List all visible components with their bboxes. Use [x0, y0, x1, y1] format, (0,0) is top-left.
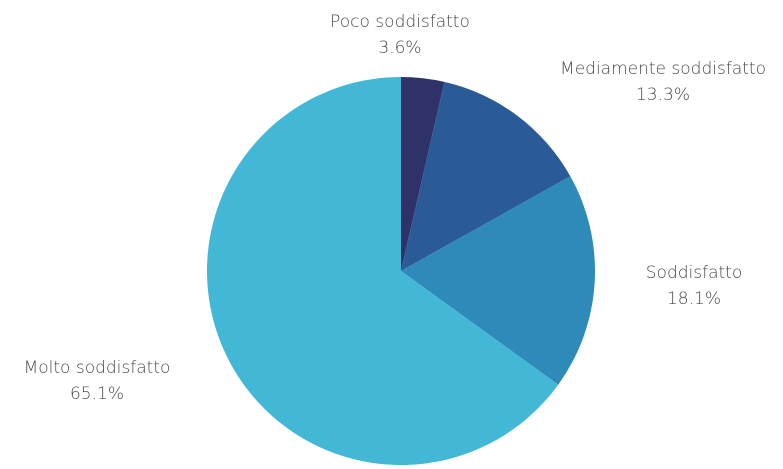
- pie-slice-poco-soddisfatto: [401, 77, 445, 271]
- slice-value-label: 65.1%: [70, 384, 124, 404]
- pie-slice-soddisfatto: [401, 176, 596, 385]
- pie-slice-mediamente-soddisfatto: [401, 81, 571, 272]
- slice-value-label: 18.1%: [667, 289, 721, 309]
- pie-slice-molto-soddisfatto: [207, 77, 559, 465]
- pie-slices: [207, 77, 596, 465]
- slice-value-label: 13.3%: [636, 85, 690, 105]
- pie-labels: Poco soddisfatto 3.6% Mediamente soddisfat…: [24, 12, 766, 404]
- slice-label: Poco soddisfatto: [330, 12, 470, 32]
- slice-label: Soddisfatto: [646, 263, 743, 283]
- slice-label: Molto soddisfatto: [24, 358, 171, 378]
- slice-label: Mediamente soddisfatto: [560, 59, 766, 79]
- slice-value-label: 3.6%: [378, 38, 421, 58]
